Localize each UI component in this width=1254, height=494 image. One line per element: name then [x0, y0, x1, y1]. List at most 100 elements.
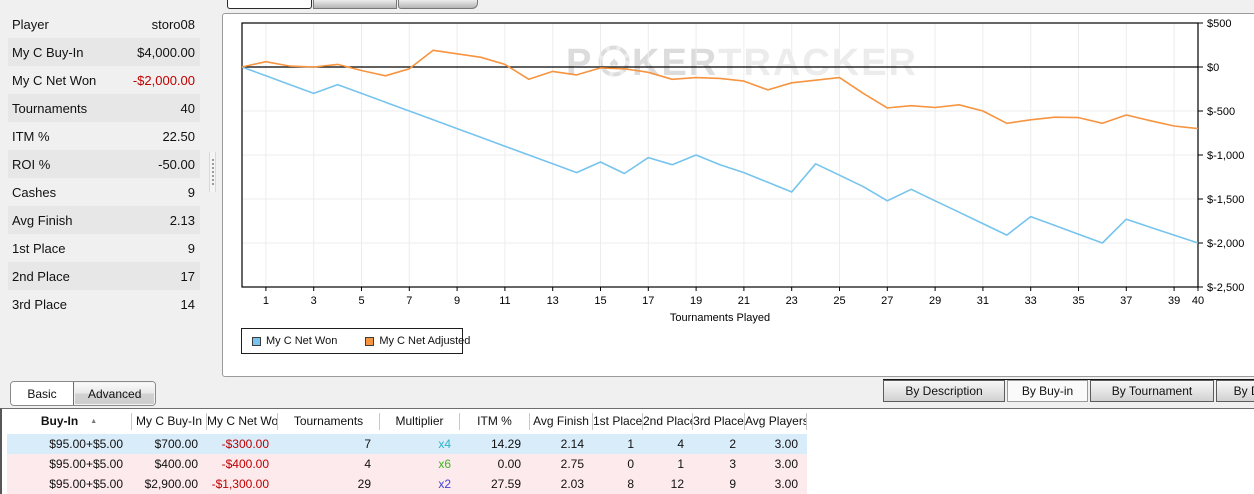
table-cell: 3	[729, 457, 736, 471]
by-description-button[interactable]: By Description	[883, 380, 1005, 402]
stat-row: 2nd Place 17	[8, 262, 200, 290]
stat-value: 22.50	[162, 128, 195, 144]
table-cell: 3.00	[774, 457, 798, 471]
table-cell: 3.00	[774, 437, 798, 451]
table-header-row: Buy-In ▲ My C Buy-In My C Net Won Tournament…	[7, 409, 1254, 434]
tab-basic[interactable]: Basic	[11, 382, 73, 405]
stat-row: Cashes 9	[8, 178, 200, 206]
table-cell: 4	[364, 457, 371, 471]
by-tournament-button[interactable]: By Tournament	[1090, 380, 1214, 402]
table-cell: $400.00	[154, 457, 198, 471]
y-tick-label: $500	[1207, 18, 1231, 30]
pokertracker-watermark: P KERTRACKER	[566, 42, 918, 84]
y-tick-label: $0	[1207, 62, 1219, 74]
table-cell: x6	[438, 457, 451, 471]
stat-row: My C Net Won -$2,000.00	[8, 66, 200, 94]
stat-row: 3rd Place 14	[8, 290, 200, 318]
table-cell: 2.03	[560, 477, 584, 491]
table-cell: 0	[627, 457, 634, 471]
panel-splitter[interactable]	[209, 152, 216, 192]
mode-tab-group: Basic Advanced	[10, 381, 157, 406]
stat-value: 14	[180, 296, 195, 312]
table-row[interactable]: $95.00+$5.00 $400.00 -$400.00 4 x6 0.00 2.75 0 1…	[7, 454, 807, 474]
top-tab-2[interactable]	[313, 0, 397, 9]
column-header-my-c-buy-in[interactable]: My C Buy-In	[132, 413, 207, 430]
y-tick-label: $-500	[1207, 106, 1235, 118]
table-cell: 1	[677, 457, 684, 471]
table-cell: -$300.00	[221, 437, 269, 451]
column-header-1st-place[interactable]: 1st Place	[593, 413, 643, 430]
column-header-3rd-place[interactable]: 3rd Place	[693, 413, 745, 430]
stats-panel: Player storo08 My C Buy-In $4,000.00 My C Ne…	[8, 10, 200, 318]
tab-advanced[interactable]: Advanced	[73, 382, 156, 405]
column-header-avg-players[interactable]: Avg Players	[745, 413, 807, 430]
x-tick-label: 11	[499, 295, 510, 307]
stat-row: My C Buy-In $4,000.00	[8, 38, 200, 66]
x-axis-title: Tournaments Played	[670, 312, 770, 324]
stat-label: 2nd Place	[12, 268, 70, 284]
y-tick-label: $-2,000	[1207, 238, 1244, 250]
x-tick-label: 21	[738, 295, 750, 307]
column-header-buy-in[interactable]: Buy-In ▲	[7, 413, 132, 430]
x-tick-label: 35	[1072, 295, 1084, 307]
table-cell: 2.14	[560, 437, 584, 451]
table-cell: 12	[670, 477, 684, 491]
table-cell: 14.29	[490, 437, 521, 451]
table-cell: 9	[729, 477, 736, 491]
column-header-tournaments[interactable]: Tournaments	[278, 413, 380, 430]
stat-label: My C Net Won	[12, 72, 97, 88]
stat-value: 9	[187, 184, 195, 200]
table-cell: $2,900.00	[144, 477, 198, 491]
x-tick-label: 1	[263, 295, 269, 307]
column-header-my-c-net-won[interactable]: My C Net Won	[207, 413, 278, 430]
legend-swatch-icon	[252, 336, 261, 346]
stat-value: $4,000.00	[137, 44, 195, 60]
stat-label: My C Buy-In	[12, 44, 84, 60]
stat-value: 17	[180, 268, 195, 284]
legend-label: My C Net Won	[266, 335, 338, 347]
stat-row: ITM % 22.50	[8, 122, 200, 150]
stat-value: 2.13	[169, 212, 195, 228]
stat-value: 40	[180, 100, 195, 116]
x-tick-label: 39	[1168, 295, 1180, 307]
column-header-avg-finish[interactable]: Avg Finish	[530, 413, 593, 430]
table-cell: $95.00+$5.00	[49, 437, 123, 451]
table-cell: -$400.00	[221, 457, 269, 471]
by-buyin-button[interactable]: By Buy-in	[1007, 380, 1088, 402]
series-my-c-net-won	[241, 66, 1199, 244]
stat-label: Avg Finish	[12, 212, 73, 228]
stat-label: 1st Place	[12, 240, 66, 256]
stat-value: storo08	[151, 16, 195, 32]
watermark-chip-icon: ♠	[609, 53, 618, 72]
series-my-c-net-adjusted	[241, 49, 1199, 130]
x-tick-label: 19	[690, 295, 702, 307]
legend-item: My C Net Adjusted	[365, 335, 470, 347]
by-date-button[interactable]: By Date	[1216, 380, 1254, 402]
table-cell: $95.00+$5.00	[49, 477, 123, 491]
x-tick-label: 31	[977, 295, 989, 307]
x-tick-label: 13	[547, 295, 559, 307]
view-buttons-top-border	[883, 379, 1254, 380]
x-tick-label: 15	[594, 295, 606, 307]
table-cell: -$1,300.00	[211, 477, 269, 491]
top-tab-3[interactable]	[398, 0, 478, 9]
table-cell: 1	[627, 437, 634, 451]
stat-label: ROI %	[12, 156, 51, 172]
table-row[interactable]: $95.00+$5.00 $700.00 -$300.00 7 x4 14.29 2.14 1…	[7, 434, 807, 454]
results-graph: P KERTRACKER♠1 3 5 7 9 11 13 15 17 19 21 23 25 27 29 31 3…	[241, 18, 1244, 324]
column-header-itm-[interactable]: ITM %	[460, 413, 530, 430]
x-tick-label: 27	[881, 295, 893, 307]
table-row[interactable]: $95.00+$5.00 $2,900.00 -$1,300.00 29 x2 27.59…	[7, 474, 807, 494]
legend-item: My C Net Won	[252, 335, 337, 347]
table-cell: 27.59	[490, 477, 521, 491]
table-cell: x4	[438, 437, 451, 451]
top-tab-active[interactable]	[227, 0, 312, 9]
table-cell: $700.00	[154, 437, 198, 451]
y-tick-label: $-2,500	[1207, 282, 1244, 294]
table-cell: 8	[627, 477, 634, 491]
column-header-multiplier[interactable]: Multiplier	[380, 413, 460, 430]
chart-legend: My C Net Won My C Net Adjusted	[241, 328, 470, 354]
legend-swatch-icon	[365, 336, 375, 346]
column-header-2nd-place[interactable]: 2nd Place	[643, 413, 693, 430]
x-tick-label: 29	[929, 295, 941, 307]
